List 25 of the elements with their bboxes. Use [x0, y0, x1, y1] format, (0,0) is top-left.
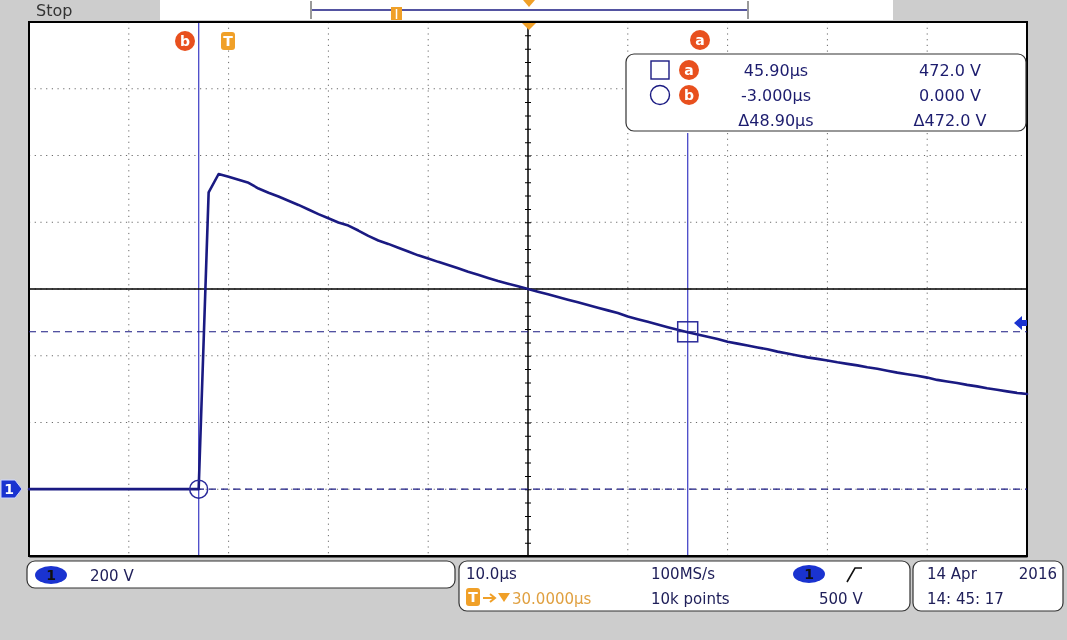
text: 472.0 V: [919, 61, 981, 80]
text: 0.000 V: [919, 86, 981, 105]
text: Stop: [36, 1, 73, 20]
text: a: [684, 62, 694, 78]
text: 1: [4, 481, 14, 497]
text: 10k points: [651, 590, 730, 608]
text: T: [468, 589, 479, 605]
text: b: [683, 87, 695, 103]
text: T: [223, 33, 234, 49]
text: 14 Apr: [927, 565, 978, 583]
text: 14: 45: 17: [927, 590, 1004, 608]
text: 10.0µs: [466, 565, 517, 583]
text: 30.0000µs: [512, 590, 592, 608]
text: -3.000µs: [740, 86, 812, 105]
text: 500 V: [819, 590, 864, 608]
text: 45.90µs: [743, 61, 809, 80]
text: 1: [804, 566, 814, 582]
text: Δ48.90µs: [738, 111, 814, 130]
text: 200 V: [90, 567, 135, 585]
text: 100MS/s: [651, 565, 716, 583]
text: 1: [46, 567, 56, 583]
text: Δ472.0 V: [913, 111, 987, 130]
text: 2016: [1018, 565, 1057, 583]
text: a: [695, 32, 705, 48]
text: b: [179, 33, 191, 49]
